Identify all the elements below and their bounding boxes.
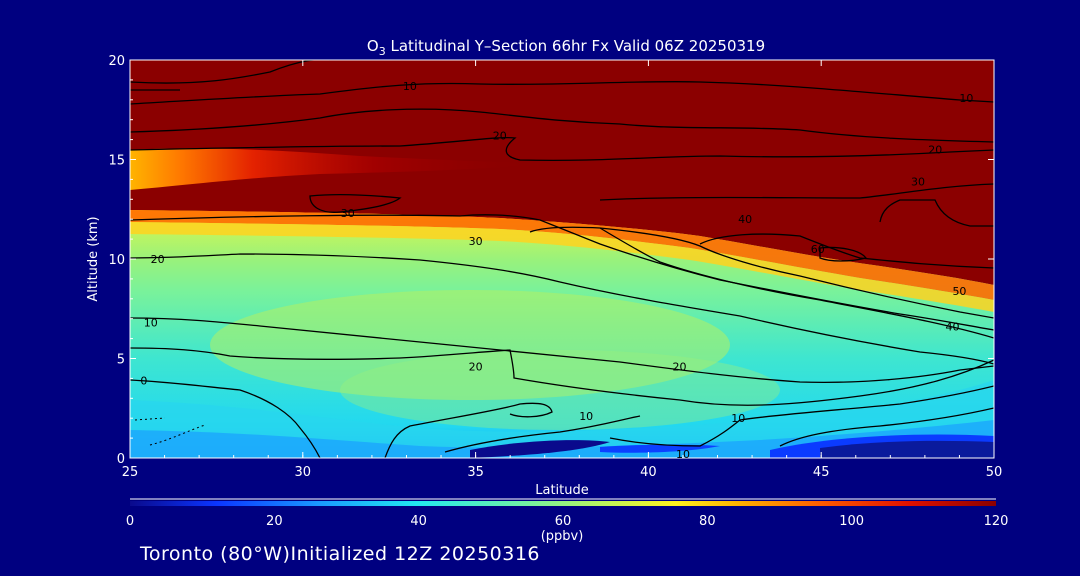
contour-label: 20 — [469, 360, 483, 373]
contour-lines — [130, 60, 994, 458]
y-tick-label: 15 — [108, 154, 125, 169]
x-tick-label: 50 — [986, 465, 1003, 480]
contour-labels: 10 10 10 0 10 20 20 20 30 30 30 40 40 50 60 20 20 10 10 — [140, 80, 973, 461]
dotted-contour — [134, 417, 206, 446]
contour-label: 10 — [731, 412, 745, 425]
x-tick-label: 35 — [467, 465, 484, 480]
contour-label: 30 — [911, 175, 925, 188]
contour-label: 50 — [952, 285, 966, 298]
contour-label: 40 — [738, 213, 752, 226]
x-tick-label: 45 — [813, 465, 830, 480]
contour-label: 20 — [928, 144, 942, 157]
colorbar — [130, 501, 996, 506]
contour-label: 10 — [676, 448, 690, 461]
colorbar-tick-label: 20 — [266, 514, 283, 529]
contour-label: 40 — [946, 321, 960, 334]
contour-label: 30 — [341, 207, 355, 220]
colorbar-tick-label: 40 — [410, 514, 427, 529]
colorbar-tick-label: 80 — [699, 514, 716, 529]
contour-label: 20 — [151, 253, 165, 266]
colorbar-unit: (ppbv) — [541, 529, 584, 544]
low-ozone-surface-patch — [470, 440, 610, 458]
y-tick-label: 5 — [117, 353, 125, 368]
contour-label: 0 — [140, 374, 147, 387]
colorbar-tick-label: 120 — [984, 514, 1009, 529]
contour-label: 20 — [673, 360, 687, 373]
high-ozone-region — [130, 60, 994, 285]
y-tick-label: 10 — [108, 253, 125, 268]
x-tick-label: 30 — [295, 465, 312, 480]
contour-label: 60 — [811, 243, 825, 256]
colorbar-tick-label: 100 — [839, 514, 864, 529]
lower-stratosphere-lobe — [130, 148, 540, 190]
contour-label: 20 — [493, 130, 507, 143]
colorbar-tick-label: 0 — [126, 514, 134, 529]
y-axis-label: Altitude (km) — [86, 216, 101, 301]
x-tick-label: 25 — [122, 465, 139, 480]
contour-label: 10 — [959, 92, 973, 105]
colorbar-tick-label: 60 — [555, 514, 572, 529]
y-axis: 0 5 10 15 20 — [108, 54, 994, 467]
colorbar-ticks: 0 20 40 60 80 100 120 — [126, 514, 1009, 529]
x-axis-label: Latitude — [535, 483, 589, 498]
y-tick-label: 0 — [117, 452, 125, 467]
contour-label: 30 — [469, 235, 483, 248]
footer-caption: Toronto (80°W)Initialized 12Z 20250316 — [140, 543, 541, 565]
x-tick-label: 40 — [640, 465, 657, 480]
contour-label: 10 — [579, 410, 593, 423]
y-tick-label: 20 — [108, 54, 125, 69]
chart-title: O3 Latitudinal Y–Section 66hr Fx Valid 0… — [367, 37, 765, 58]
contour-label: 10 — [403, 80, 417, 93]
contour-label: 10 — [144, 317, 158, 330]
ozone-field — [130, 60, 994, 458]
